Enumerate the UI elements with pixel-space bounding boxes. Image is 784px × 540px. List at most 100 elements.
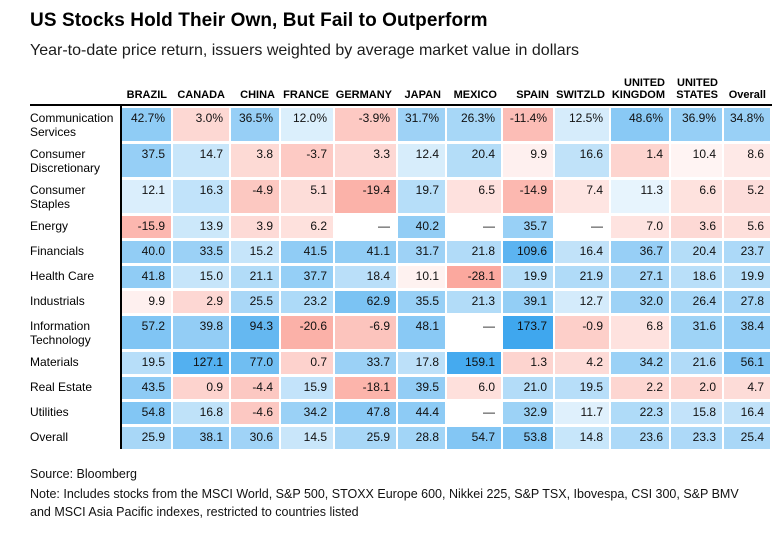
table-row: Materials 19.5 127.1 77.0 0.7 33.7 17.8 159.1 1.… [30,352,772,374]
heatmap-cell: 37.7 [281,266,335,288]
heatmap-cell: — [447,316,503,349]
heatmap-cell: 57.2 [120,316,173,349]
heatmap-cell: — [555,216,611,238]
heatmap-cell: 159.1 [447,352,503,374]
heatmap-cell: 16.4 [555,241,611,263]
heatmap-cell: 5.2 [724,180,772,213]
heatmap-cell: 4.2 [555,352,611,374]
heatmap-cell: 16.4 [724,402,772,424]
heatmap-body: Communication Services 42.7% 3.0% 36.5% 12.0… [30,106,772,449]
heatmap-cell: 0.9 [173,377,231,399]
row-label: Consumer Discretionary [30,147,101,175]
heatmap-cell: 39.8 [173,316,231,349]
heatmap-cell: 32.9 [503,402,555,424]
heatmap-cell: 1.4 [611,144,671,177]
note-text: Note: Includes stocks from the MSCI Worl… [30,487,739,519]
column-header: SPAIN [516,89,549,101]
heatmap-cell: 47.8 [335,402,398,424]
heatmap-cell: 33.5 [173,241,231,263]
heatmap-cell: 36.5% [231,108,281,141]
heatmap-cell: 11.7 [555,402,611,424]
heatmap-cell: 3.8 [231,144,281,177]
header-rule [30,104,772,106]
heatmap-cell: 31.7% [398,108,447,141]
table-row: Industrials 9.9 2.9 25.5 23.2 62.9 35.5 21.3 39.… [30,291,772,313]
table-row: Information Technology 57.2 39.8 94.3 -20.6-… [30,316,772,349]
heatmap-cell: 19.9 [503,266,555,288]
heatmap-cell: 54.7 [447,427,503,449]
heatmap-cell: -15.9 [120,216,173,238]
heatmap-cell: 13.9 [173,216,231,238]
footer: Source: Bloomberg Note: Includes stocks … [30,465,760,521]
row-label: Materials [30,355,79,369]
heatmap-cell: 37.5 [120,144,173,177]
heatmap-cell: 39.5 [398,377,447,399]
heatmap-cell: 33.7 [335,352,398,374]
table-row: Financials 40.0 33.5 15.2 41.5 41.1 31.7 21.8 10… [30,241,772,263]
chart-panel: US Stocks Hold Their Own, But Fail to Ou… [30,10,772,521]
heatmap-cell: -0.9 [555,316,611,349]
heatmap-cell: 19.9 [724,266,772,288]
table-row: Energy -15.9 13.9 3.9 6.2—40.2—35.7—7.0 3.6 5.… [30,216,772,238]
heatmap-cell: 9.9 [503,144,555,177]
heatmap-cell: 48.1 [398,316,447,349]
heatmap-cell: 6.0 [447,377,503,399]
heatmap-cell: -4.4 [231,377,281,399]
heatmap-cell: 31.6 [671,316,724,349]
heatmap-cell: 21.1 [231,266,281,288]
heatmap-cell: 31.7 [398,241,447,263]
heatmap-cell: 12.7 [555,291,611,313]
heatmap-cell: 21.6 [671,352,724,374]
heatmap-cell: 21.8 [447,241,503,263]
heatmap-cell: 19.5 [120,352,173,374]
heatmap-cell: 77.0 [231,352,281,374]
heatmap-cell: 3.3 [335,144,398,177]
heatmap-cell: 25.5 [231,291,281,313]
heatmap-cell: 21.0 [503,377,555,399]
heatmap-cell: -4.6 [231,402,281,424]
heatmap-cell: -3.9% [335,108,398,141]
heatmap-cell: 23.2 [281,291,335,313]
heatmap-cell: 19.7 [398,180,447,213]
heatmap-cell: 18.6 [671,266,724,288]
heatmap-cell: 9.9 [120,291,173,313]
heatmap-cell: 16.6 [555,144,611,177]
heatmap-cell: 34.2 [281,402,335,424]
heatmap-cell: 26.4 [671,291,724,313]
heatmap-cell: 20.4 [671,241,724,263]
heatmap-cell: -6.9 [335,316,398,349]
heatmap-cell: 40.2 [398,216,447,238]
row-label: Real Estate [30,380,93,394]
heatmap-cell: 32.0 [611,291,671,313]
column-header: JAPAN [404,89,441,101]
heatmap-header-row: BRAZIL CANADA CHINA FRANCE GERMANY JAPAN MEXIC… [30,77,772,104]
heatmap-cell: 127.1 [173,352,231,374]
heatmap-cell: -11.4% [503,108,555,141]
heatmap-cell: — [447,402,503,424]
heatmap-cell: 35.7 [503,216,555,238]
table-row: Utilities 54.8 16.8 -4.6 34.2 47.8 44.4—32.9 11… [30,402,772,424]
table-row: Health Care 41.8 15.0 21.1 37.7 18.4 10.1 -28.1… [30,266,772,288]
heatmap-cell: 25.9 [335,427,398,449]
heatmap-cell: 27.8 [724,291,772,313]
heatmap-cell: 19.5 [555,377,611,399]
heatmap-cell: 15.2 [231,241,281,263]
column-header: BRAZIL [126,89,167,101]
column-header: FRANCE [283,89,329,101]
heatmap-cell: 22.3 [611,402,671,424]
heatmap-cell: 12.4 [398,144,447,177]
column-header: MEXICO [453,89,497,101]
heatmap-cell: — [335,216,398,238]
heatmap-cell: 23.7 [724,241,772,263]
table-row: Consumer Staples 12.1 16.3 -4.9 5.1 -19.4 19.7… [30,180,772,213]
heatmap-cell: 109.6 [503,241,555,263]
heatmap-cell: 12.1 [120,180,173,213]
heatmap-cell: 35.5 [398,291,447,313]
heatmap-cell: 5.1 [281,180,335,213]
heatmap-cell: 39.1 [503,291,555,313]
heatmap-cell: 15.0 [173,266,231,288]
heatmap-cell: -4.9 [231,180,281,213]
heatmap-cell: 41.5 [281,241,335,263]
column-header: CHINA [240,89,275,101]
heatmap-cell: 36.7 [611,241,671,263]
